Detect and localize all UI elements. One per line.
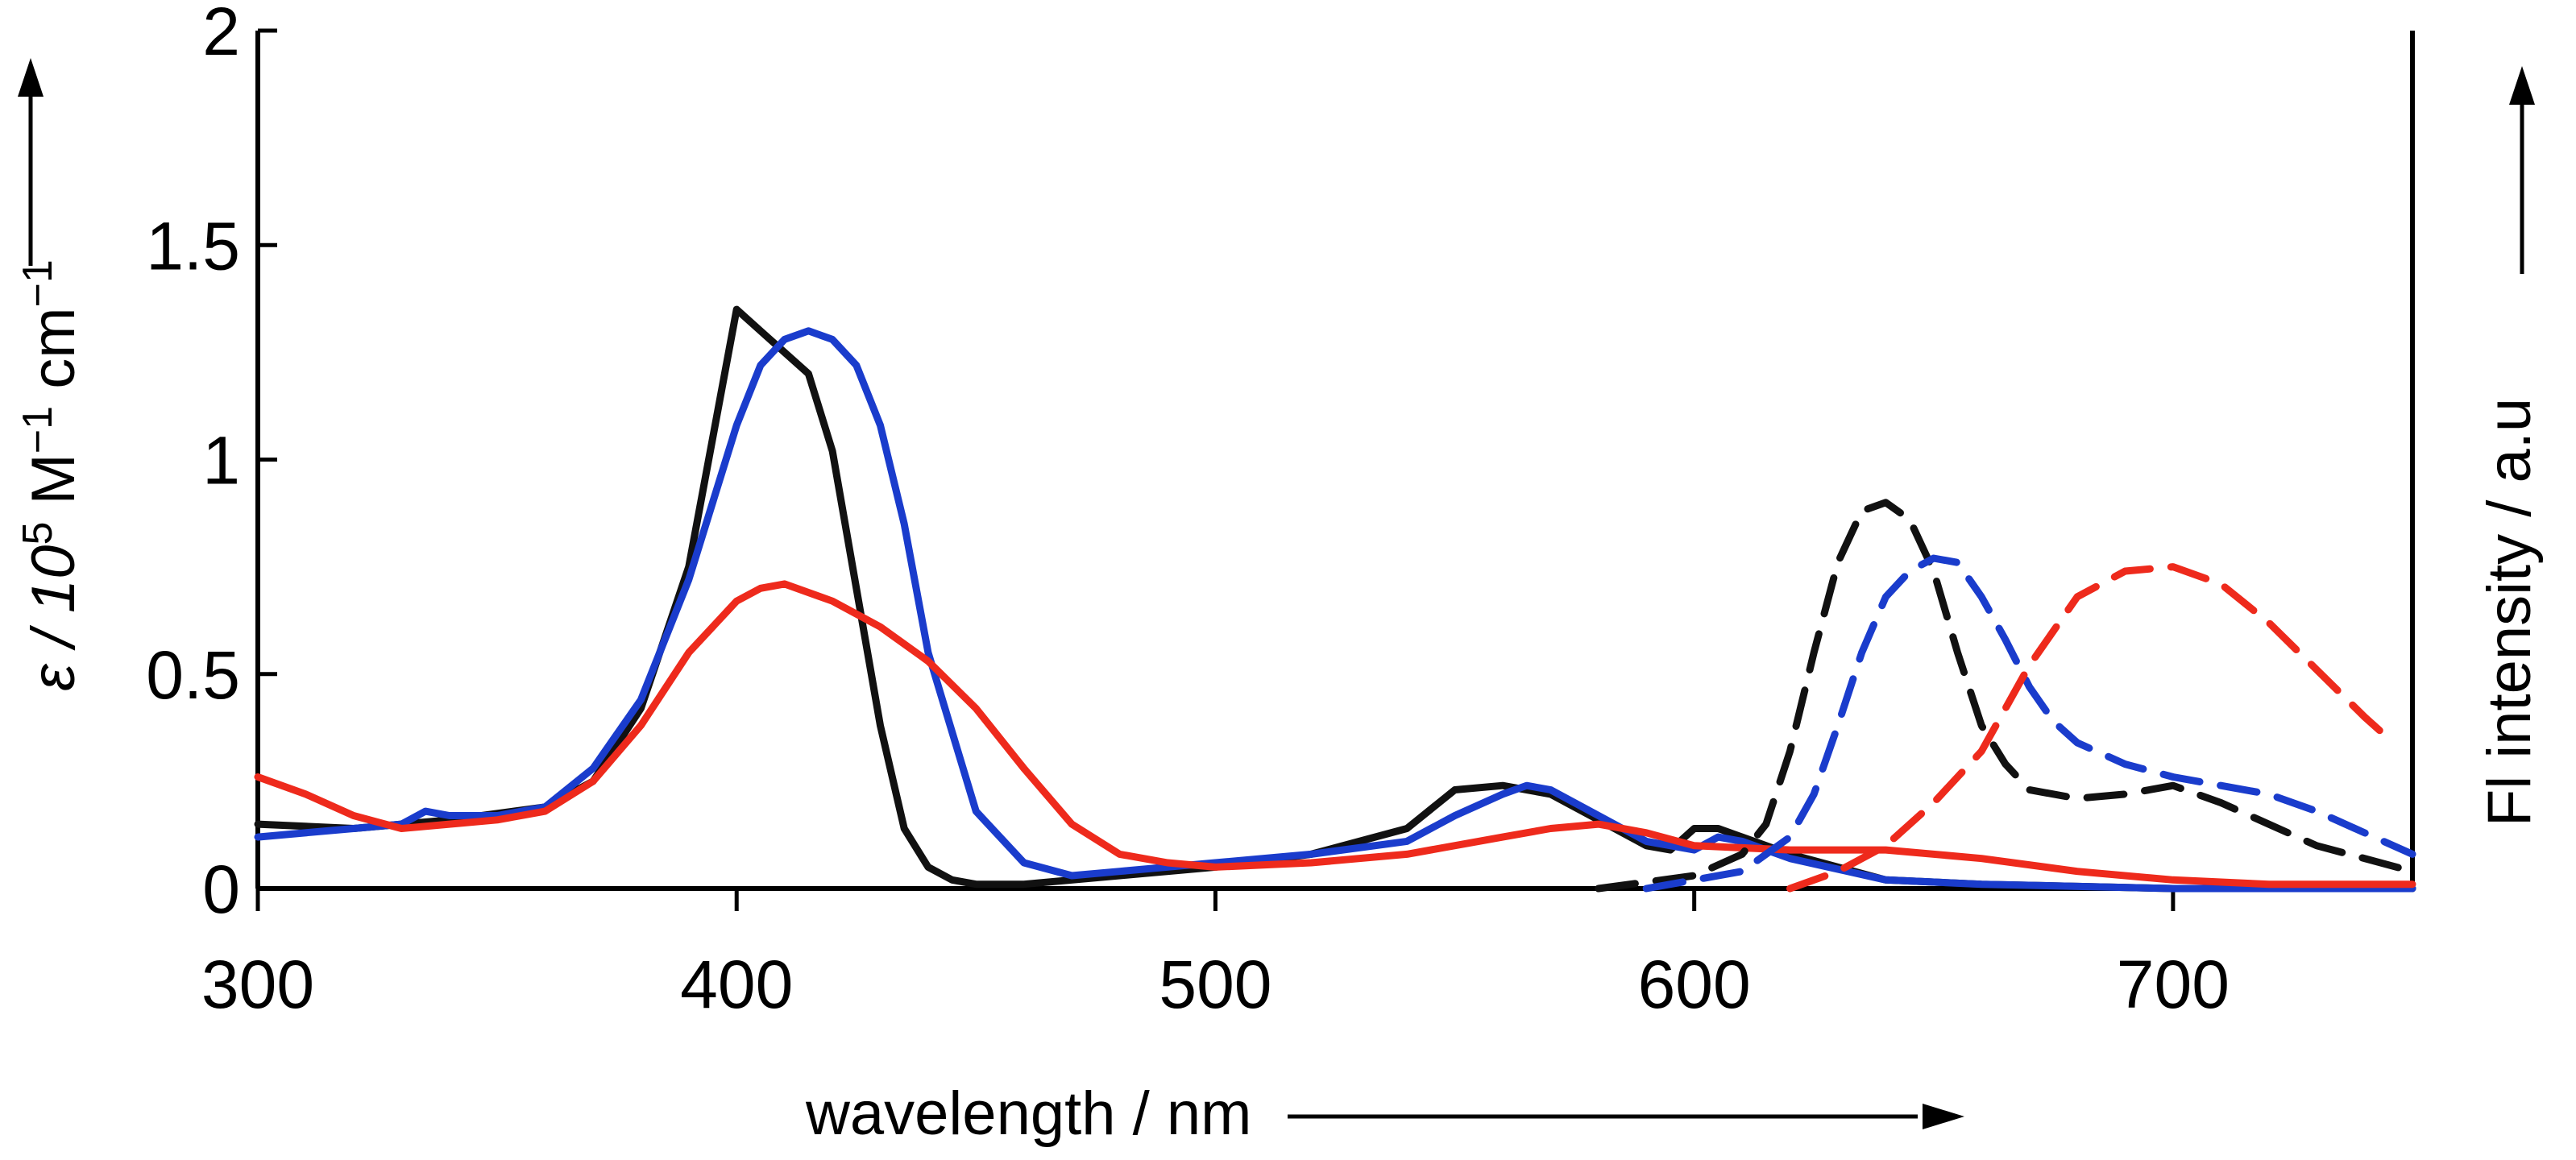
y-axis-title-sup: 5 xyxy=(15,522,61,545)
y-tick-label: 2 xyxy=(202,0,240,69)
series-absorption-black xyxy=(254,305,2416,893)
y-axis-arrowhead-left xyxy=(18,58,44,97)
series-absorption-red xyxy=(254,580,2416,889)
series-group xyxy=(254,305,2416,893)
y-tick-label: 1 xyxy=(202,423,240,499)
y-tick-label: 0.5 xyxy=(146,637,240,713)
y-axis-title-right: Fl intensity / a.u xyxy=(2475,398,2544,826)
y-tick-label: 1.5 xyxy=(146,208,240,284)
x-axis-arrowhead xyxy=(1923,1104,1964,1129)
x-tick-label: 400 xyxy=(680,947,793,1022)
y-axis-title-left: ε / 105 M−1 cm−1 xyxy=(15,259,88,691)
x-tick-label: 600 xyxy=(1638,947,1751,1022)
series-emission-red xyxy=(1786,563,2392,893)
y-axis-title-part: M xyxy=(19,454,88,521)
x-tick-label: 500 xyxy=(1159,947,1271,1022)
x-tick-label: 700 xyxy=(2117,947,2230,1022)
series-emission-black xyxy=(1595,499,2416,893)
y-axis-title-sup: −1 xyxy=(15,406,61,454)
x-tick-label: 300 xyxy=(201,947,314,1022)
series-absorption-blue xyxy=(254,327,2416,893)
ticks-group: 0 0.5 1 1.5 2 300 400 500 600 700 xyxy=(146,0,2230,1022)
y-axis-arrowhead-right xyxy=(2509,66,2535,105)
series-emission-blue xyxy=(1642,554,2416,893)
y-tick-label: 0 xyxy=(202,851,240,927)
x-axis-title: wavelength / nm xyxy=(805,1079,1251,1148)
y-axis-title-part: ε / 10 xyxy=(19,545,88,691)
y-axis-title-sup: −1 xyxy=(15,259,61,307)
y-axis-title-part: cm xyxy=(19,307,88,405)
